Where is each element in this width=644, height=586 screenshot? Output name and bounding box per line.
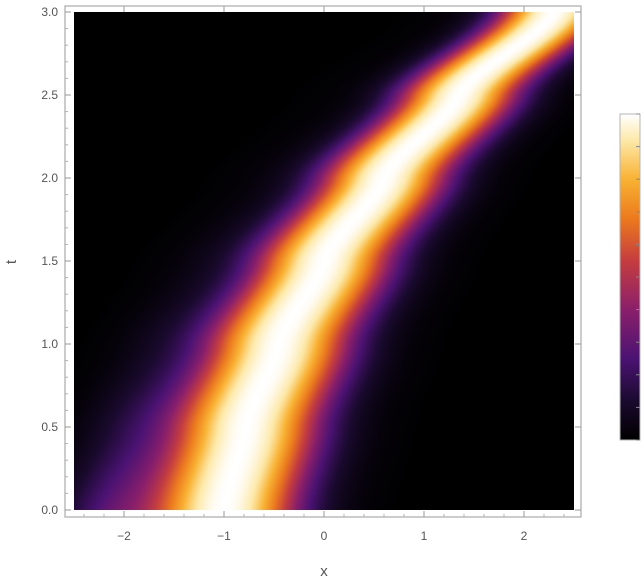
y-axis-ticks: 0.0 0.5 1.0 1.5 2.0 2.5 3.0 [41, 5, 581, 517]
x-axis-label: x [320, 563, 328, 580]
y-tick-label: 3.0 [41, 5, 58, 19]
y-tick-label: 0.0 [41, 503, 58, 517]
colorbar-ticks [636, 113, 640, 441]
heatmap-image [74, 12, 574, 510]
colorbar-legend [619, 113, 641, 441]
x-tick-label: −2 [117, 529, 131, 543]
y-tick-label: 1.0 [41, 337, 58, 351]
y-tick-label: 1.5 [41, 254, 58, 268]
x-tick-label: 2 [521, 529, 528, 543]
y-tick-label: 2.0 [41, 171, 58, 185]
x-tick-label: −1 [217, 529, 231, 543]
y-tick-label: 2.5 [41, 88, 58, 102]
y-axis-label: t [3, 259, 20, 264]
x-axis-ticks: −2 −1 0 1 2 [83, 6, 565, 543]
y-tick-label: 0.5 [41, 420, 58, 434]
x-tick-label: 0 [321, 529, 328, 543]
x-tick-label: 1 [421, 529, 428, 543]
